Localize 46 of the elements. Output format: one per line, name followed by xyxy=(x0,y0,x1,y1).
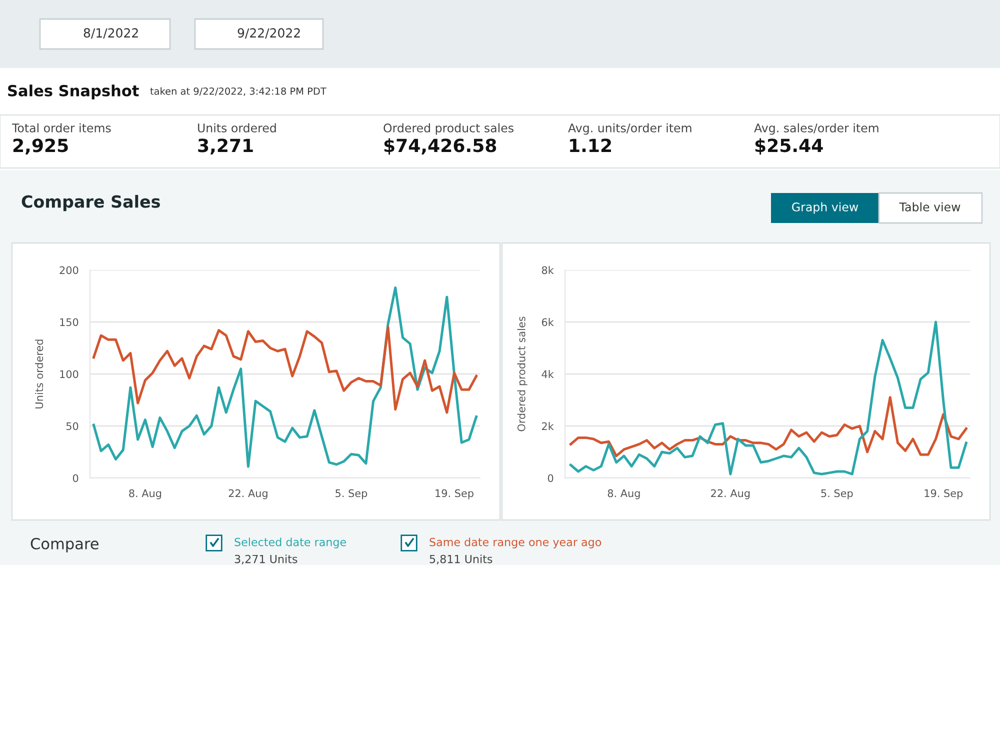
text: Units ordered xyxy=(198,123,276,132)
text: 9/22/2022 xyxy=(238,28,300,39)
x-tick-label: 19. Sep xyxy=(436,489,474,500)
x-tick-label: 8. Aug xyxy=(608,489,640,500)
y-tick-label: 6k xyxy=(542,318,554,326)
text: taken at 9/22/2022, 3:42:18 PM PDT xyxy=(150,87,326,96)
y-axis-title: Units ordered xyxy=(35,340,44,408)
line-series xyxy=(569,320,968,476)
line-series xyxy=(92,286,478,468)
text: Avg. sales/order item xyxy=(754,123,878,135)
text: 3,271 Units xyxy=(234,554,298,564)
text: Ordered product sales xyxy=(384,123,514,135)
y-tick-label: 50 xyxy=(66,422,78,430)
text: 1.12 xyxy=(570,138,611,152)
text: $25.44 xyxy=(755,138,823,155)
y-tick-label: 0 xyxy=(72,474,78,482)
y-tick-label: 8k xyxy=(542,266,554,274)
text: Compare Sales xyxy=(22,194,160,212)
y-tick-label: 200 xyxy=(60,266,78,274)
text: $74,426.58 xyxy=(384,138,496,155)
y-tick-label: 2k xyxy=(542,422,554,430)
x-tick-label: 19. Sep xyxy=(924,489,963,500)
y-tick-label: 150 xyxy=(60,318,78,326)
y-axis-title: Ordered product sales xyxy=(517,316,528,432)
text: 3,271 xyxy=(198,138,253,155)
text: Same date range one year ago xyxy=(430,538,602,548)
text: Total order items xyxy=(12,123,111,132)
text: Graph view xyxy=(792,202,858,214)
y-tick-label: 4k xyxy=(542,370,554,378)
text: Sales Snapshot xyxy=(8,84,139,100)
x-tick-label: 8. Aug xyxy=(129,489,162,500)
y-tick-label: 100 xyxy=(60,370,78,378)
line-series xyxy=(569,396,968,458)
text: Avg. units/order item xyxy=(568,123,692,135)
text: 5,811 Units xyxy=(430,554,492,564)
x-tick-label: 22. Aug xyxy=(711,489,750,500)
line-series xyxy=(92,326,478,414)
x-tick-label: 22. Aug xyxy=(228,489,268,500)
text: 2,925 xyxy=(13,138,68,155)
x-tick-label: 5. Sep xyxy=(336,489,368,500)
y-tick-label: 0 xyxy=(548,474,554,482)
text: 8/1/2022 xyxy=(84,28,138,39)
x-tick-label: 5. Sep xyxy=(821,489,853,500)
text: Selected date range xyxy=(234,538,346,548)
text: Compare xyxy=(30,538,98,552)
text: Table view xyxy=(899,202,960,212)
